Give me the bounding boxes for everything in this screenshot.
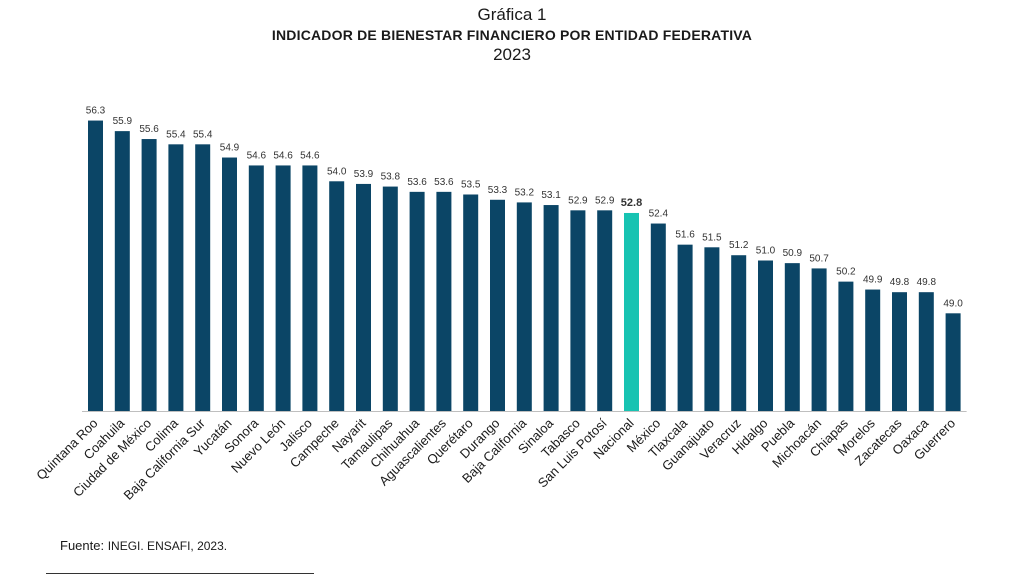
bar-18	[570, 210, 586, 411]
bar-17	[543, 205, 559, 411]
bar-22	[677, 244, 693, 411]
bar-12	[409, 191, 425, 411]
value-label-29: 49.9	[863, 275, 883, 286]
bar-24	[731, 255, 747, 411]
bar-31	[918, 292, 934, 411]
bar-10	[356, 183, 371, 411]
bar-32	[945, 313, 961, 411]
bar-11	[382, 186, 398, 411]
value-label-30: 49.8	[890, 277, 910, 288]
bar-26	[784, 263, 800, 411]
bar-1	[114, 131, 130, 411]
value-label-11: 53.8	[381, 172, 401, 183]
bar-6	[248, 165, 264, 411]
bar-8	[302, 165, 318, 411]
value-label-2: 55.6	[139, 124, 159, 135]
value-label-22: 51.6	[675, 230, 695, 241]
value-label-10: 53.9	[354, 169, 374, 180]
bar-27	[811, 268, 827, 411]
bar-21	[650, 223, 666, 411]
value-label-13: 53.6	[434, 177, 454, 188]
bar-20	[624, 212, 639, 411]
chart-year: 2023	[493, 45, 531, 64]
value-label-15: 53.3	[488, 185, 508, 196]
value-label-24: 51.2	[729, 240, 749, 251]
value-label-20: 52.8	[621, 197, 642, 209]
bar-2	[141, 139, 157, 411]
bar-29	[865, 289, 881, 411]
value-label-32: 49.0	[943, 298, 963, 309]
bar-9	[329, 181, 345, 411]
bar-5	[222, 157, 237, 411]
bar-14	[463, 194, 479, 411]
source-note: Fuente: INEGI. ENSAFI, 2023.	[60, 538, 227, 553]
value-label-26: 50.9	[783, 248, 803, 259]
bars-group	[88, 120, 961, 411]
value-label-19: 52.9	[595, 195, 615, 206]
footnote-divider	[46, 573, 314, 574]
value-label-7: 54.6	[273, 150, 293, 161]
value-label-3: 55.4	[166, 129, 186, 140]
value-label-17: 53.1	[541, 190, 561, 201]
bar-15	[490, 199, 505, 411]
value-label-27: 50.7	[809, 253, 829, 264]
bar-28	[838, 281, 854, 411]
value-label-23: 51.5	[702, 232, 722, 243]
value-label-28: 50.2	[836, 267, 856, 278]
bar-19	[597, 210, 613, 411]
bar-16	[516, 202, 532, 411]
value-label-0: 56.3	[86, 106, 106, 117]
value-label-8: 54.6	[300, 150, 320, 161]
value-label-16: 53.2	[515, 187, 535, 198]
bar-7	[275, 165, 291, 411]
chart-title: INDICADOR DE BIENESTAR FINANCIERO POR EN…	[271, 27, 753, 43]
bar-3	[168, 144, 184, 411]
figure-number: Gráfica 1	[477, 5, 547, 24]
value-label-1: 55.9	[113, 116, 133, 127]
bar-0	[88, 120, 103, 411]
chart-title-block: Gráfica 1 INDICADOR DE BIENESTAR FINANCI…	[0, 4, 1024, 66]
value-labels-group: 56.3 55.9 55.6 55.4 55.4 54.9 54.6 54.6 54.6 54.0…	[86, 106, 964, 310]
bar-13	[436, 191, 452, 411]
value-label-6: 54.6	[247, 150, 267, 161]
value-label-12: 53.6	[407, 177, 427, 188]
bar-23	[704, 247, 720, 411]
source-label: Fuente:	[60, 538, 105, 553]
value-label-18: 52.9	[568, 195, 588, 206]
source-text: INEGI. ENSAFI, 2023.	[107, 539, 228, 553]
value-label-25: 51.0	[756, 246, 776, 257]
value-label-31: 49.8	[917, 277, 937, 288]
value-label-14: 53.5	[461, 179, 481, 190]
value-label-9: 54.0	[327, 166, 347, 177]
value-label-5: 54.9	[220, 143, 240, 154]
value-label-4: 55.4	[193, 129, 213, 140]
bar-25	[758, 260, 773, 411]
value-label-21: 52.4	[649, 209, 669, 220]
bar-30	[892, 292, 907, 411]
bar-4	[195, 144, 211, 411]
